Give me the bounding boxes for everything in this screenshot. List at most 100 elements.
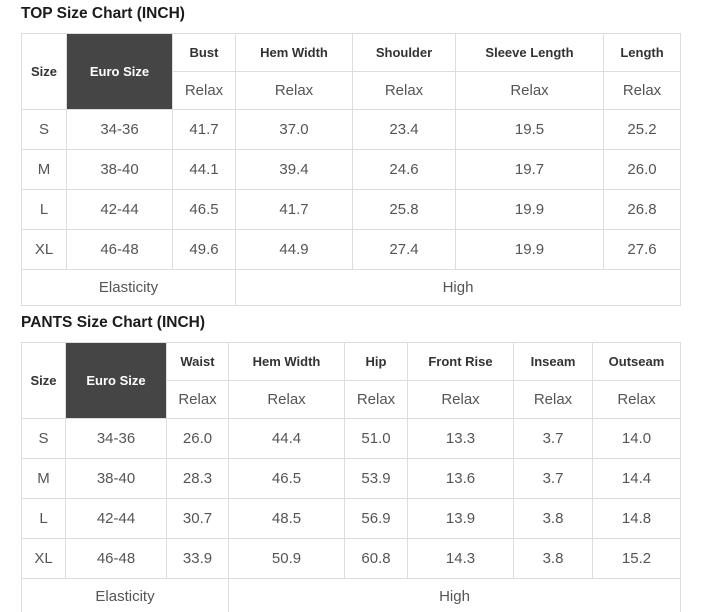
- pants-size-chart-table: Size Euro Size Waist Hem Width Hip Front…: [21, 342, 681, 612]
- pants-fit-cell: Relax: [344, 380, 408, 420]
- top-fit-cell: Relax: [235, 71, 353, 111]
- value-cell: 15.2: [592, 538, 681, 580]
- size-cell: M: [21, 149, 67, 191]
- top-col-header-size: Size: [21, 33, 67, 111]
- pants-fit-cell: Relax: [407, 380, 514, 420]
- pants-row-xl: XL 46-48 33.9 50.9 60.8 14.3 3.8 15.2: [21, 538, 681, 580]
- size-cell: L: [21, 189, 67, 231]
- euro-size-cell: 38-40: [66, 149, 173, 191]
- size-cell: L: [21, 498, 66, 540]
- elasticity-value: High: [235, 269, 681, 307]
- size-cell: XL: [21, 538, 66, 580]
- value-cell: 24.6: [352, 149, 456, 191]
- value-cell: 56.9: [344, 498, 408, 540]
- pants-elasticity-row: Elasticity High: [21, 578, 681, 612]
- value-cell: 41.7: [172, 109, 236, 151]
- top-col-header-bust: Bust: [172, 33, 236, 73]
- size-cell: XL: [21, 229, 67, 271]
- top-row-xl: XL 46-48 49.6 44.9 27.4 19.9 27.6: [21, 229, 681, 271]
- top-chart-title: TOP Size Chart (INCH): [21, 5, 185, 22]
- value-cell: 60.8: [344, 538, 408, 580]
- value-cell: 44.4: [228, 418, 345, 460]
- euro-size-cell: 46-48: [66, 229, 173, 271]
- pants-fit-cell: Relax: [228, 380, 345, 420]
- top-col-header-shoulder: Shoulder: [352, 33, 456, 73]
- value-cell: 46.5: [228, 458, 345, 500]
- pants-fit-cell: Relax: [592, 380, 681, 420]
- pants-col-header-front-rise: Front Rise: [407, 342, 514, 382]
- value-cell: 28.3: [166, 458, 229, 500]
- top-header-row: Size Euro Size Bust Hem Width Shoulder S…: [21, 33, 681, 111]
- euro-size-cell: 42-44: [65, 498, 167, 540]
- value-cell: 53.9: [344, 458, 408, 500]
- euro-size-cell: 46-48: [65, 538, 167, 580]
- top-col-header-length: Length: [603, 33, 681, 73]
- value-cell: 37.0: [235, 109, 353, 151]
- value-cell: 46.5: [172, 189, 236, 231]
- pants-fit-cell: Relax: [513, 380, 593, 420]
- value-cell: 3.8: [513, 498, 593, 540]
- top-col-header-euro-size: Euro Size: [66, 33, 173, 111]
- pants-row-l: L 42-44 30.7 48.5 56.9 13.9 3.8 14.8: [21, 498, 681, 540]
- top-elasticity-row: Elasticity High: [21, 269, 681, 307]
- top-fit-row: Relax Relax Relax Relax Relax: [22, 71, 681, 111]
- size-cell: S: [21, 109, 67, 151]
- pants-row-m: M 38-40 28.3 46.5 53.9 13.6 3.7 14.4: [21, 458, 681, 500]
- value-cell: 44.1: [172, 149, 236, 191]
- value-cell: 27.4: [352, 229, 456, 271]
- value-cell: 41.7: [235, 189, 353, 231]
- size-cell: M: [21, 458, 66, 500]
- value-cell: 19.9: [455, 189, 604, 231]
- value-cell: 51.0: [344, 418, 408, 460]
- top-fit-cell: Relax: [352, 71, 456, 111]
- value-cell: 3.7: [513, 418, 593, 460]
- value-cell: 48.5: [228, 498, 345, 540]
- pants-col-header-waist: Waist: [166, 342, 229, 382]
- elasticity-label: Elasticity: [21, 578, 229, 612]
- value-cell: 44.9: [235, 229, 353, 271]
- value-cell: 23.4: [352, 109, 456, 151]
- value-cell: 26.0: [603, 149, 681, 191]
- top-row-l: L 42-44 46.5 41.7 25.8 19.9 26.8: [21, 189, 681, 231]
- elasticity-value: High: [228, 578, 681, 612]
- euro-size-cell: 38-40: [65, 458, 167, 500]
- value-cell: 14.4: [592, 458, 681, 500]
- top-col-header-hem-width: Hem Width: [235, 33, 353, 73]
- pants-header-row: Size Euro Size Waist Hem Width Hip Front…: [21, 342, 681, 420]
- value-cell: 3.8: [513, 538, 593, 580]
- pants-col-header-size: Size: [21, 342, 66, 420]
- pants-col-header-inseam: Inseam: [513, 342, 593, 382]
- value-cell: 13.3: [407, 418, 514, 460]
- pants-chart-title: PANTS Size Chart (INCH): [21, 314, 206, 332]
- pants-row-s: S 34-36 26.0 44.4 51.0 13.3 3.7 14.0: [21, 418, 681, 460]
- euro-size-cell: 42-44: [66, 189, 173, 231]
- value-cell: 26.8: [603, 189, 681, 231]
- top-fit-cell: Relax: [603, 71, 681, 111]
- top-fit-cell: Relax: [455, 71, 604, 111]
- pants-col-header-hip: Hip: [344, 342, 408, 382]
- euro-size-cell: 34-36: [65, 418, 167, 460]
- pants-fit-cell: Relax: [166, 380, 229, 420]
- pants-col-header-euro-size: Euro Size: [65, 342, 167, 420]
- pants-fit-row: Relax Relax Relax Relax Relax Relax: [22, 380, 681, 420]
- pants-col-header-outseam: Outseam: [592, 342, 681, 382]
- value-cell: 49.6: [172, 229, 236, 271]
- size-cell: S: [21, 418, 66, 460]
- value-cell: 50.9: [228, 538, 345, 580]
- value-cell: 26.0: [166, 418, 229, 460]
- value-cell: 30.7: [166, 498, 229, 540]
- top-size-chart-table: Size Euro Size Bust Hem Width Shoulder S…: [21, 33, 681, 307]
- value-cell: 25.8: [352, 189, 456, 231]
- value-cell: 13.6: [407, 458, 514, 500]
- value-cell: 39.4: [235, 149, 353, 191]
- top-col-header-sleeve-length: Sleeve Length: [455, 33, 604, 73]
- top-row-s: S 34-36 41.7 37.0 23.4 19.5 25.2: [21, 109, 681, 151]
- value-cell: 3.7: [513, 458, 593, 500]
- top-fit-cell: Relax: [172, 71, 236, 111]
- value-cell: 19.7: [455, 149, 604, 191]
- value-cell: 33.9: [166, 538, 229, 580]
- value-cell: 19.5: [455, 109, 604, 151]
- top-row-m: M 38-40 44.1 39.4 24.6 19.7 26.0: [21, 149, 681, 191]
- value-cell: 14.3: [407, 538, 514, 580]
